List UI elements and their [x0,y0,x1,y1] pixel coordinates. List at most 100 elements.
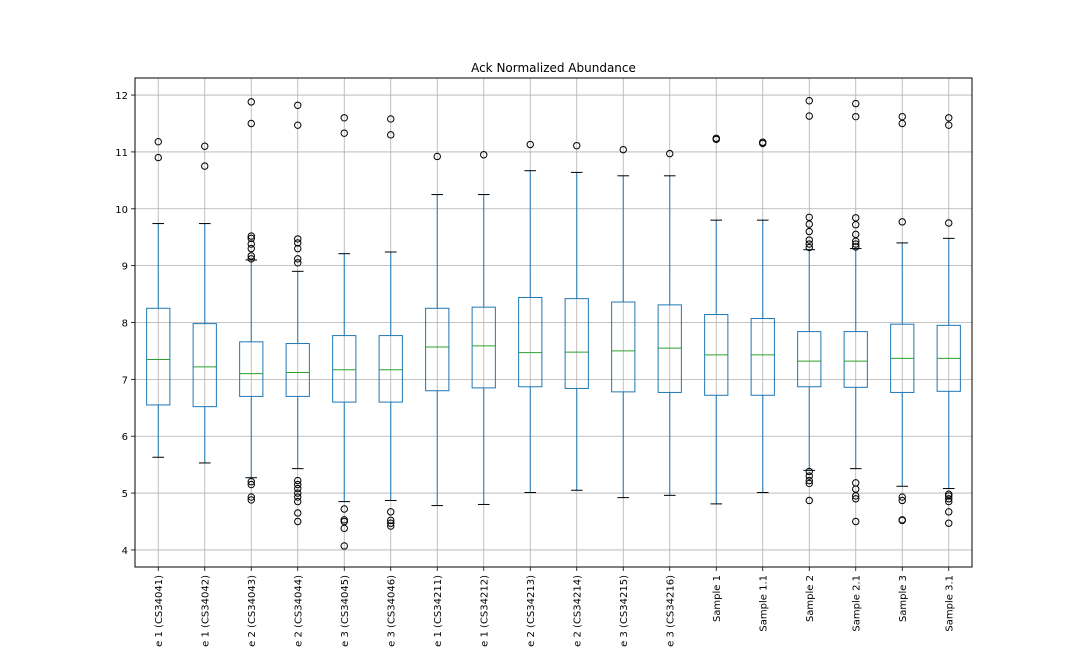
x-tick-label: Sample 3.1 [944,575,955,632]
box-group [797,97,822,505]
outlier-point [712,134,720,142]
outlier-point [294,239,302,247]
y-tick-label: 12 [115,91,128,102]
grid-layer [135,78,972,567]
outlier-point [340,516,348,524]
box-group [564,141,589,491]
outlier-point [805,496,813,505]
iqr-box [611,301,636,393]
outlier-point [805,476,813,485]
outlier-point [247,244,255,253]
outlier-point [898,112,906,121]
outlier-point [759,138,767,146]
outlier-point [294,476,302,485]
outlier-point [201,162,209,170]
outlier-point [573,141,581,150]
y-tick-label: 9 [122,262,128,273]
box-group [890,112,915,525]
outlier-point [387,522,395,530]
x-tick-label: Sample 1.1 [758,575,769,632]
outlier-point [387,516,395,525]
outlier-point [294,259,302,267]
outlier-point [340,542,348,550]
y-tick-label: 11 [115,148,128,159]
outlier-point [247,98,255,106]
box-group [192,142,217,464]
outlier-point [387,508,395,516]
x-tick-label: e 2 (CS34044) [293,575,304,647]
iqr-box [518,296,543,388]
box-group [704,134,729,505]
outlier-point [294,517,302,526]
outlier-point [805,243,813,252]
outlier-point [852,230,860,239]
iqr-box [425,307,450,392]
iqr-box [332,335,357,403]
x-tick-label: e 1 (CS34042) [200,575,211,647]
box-group [611,145,636,499]
outlier-point [294,480,302,489]
outlier-point [805,227,813,236]
outlier-point [852,479,860,487]
x-tick-label: Sample 1 [712,575,723,622]
outlier-point [805,213,813,222]
outlier-point [247,480,255,489]
y-tick-label: 8 [122,319,128,330]
x-tick-label: e 1 (CS34211) [433,575,444,647]
outlier-point [387,115,395,123]
iqr-box [239,341,264,397]
outlier-point [247,255,255,263]
iqr-box [285,343,310,397]
x-tick-label: e 3 (CS34215) [619,575,630,647]
outlier-point [247,232,255,240]
outlier-point [852,99,860,108]
outlier-point [294,489,302,497]
outlier-point [852,240,860,248]
outlier-point [805,112,813,120]
outlier-point [805,472,813,480]
outlier-point [805,236,813,244]
x-tick-label: e 3 (CS34046) [386,575,397,647]
outlier-point [898,516,906,524]
x-tick-label: Sample 3 [898,575,909,622]
x-tick-label: e 2 (CS34214) [572,575,583,647]
outlier-point [852,112,860,121]
outlier-point [852,517,860,526]
outlier-point [619,145,627,154]
x-tick-label: Sample 2 [805,575,816,622]
iqr-box [471,306,496,389]
x-tick-label: Sample 2.1 [851,575,862,632]
outlier-point [387,131,395,139]
iqr-box [657,304,682,393]
y-tick-label: 7 [122,375,128,386]
box-group [285,101,310,526]
outlier-point [945,497,953,506]
outlier-point [945,121,953,129]
outlier-point [294,493,302,501]
outlier-point [294,484,302,493]
box-group [332,114,357,550]
box-group [425,152,450,507]
outlier-point [480,151,488,159]
box-group [378,115,403,530]
outlier-point [294,255,302,263]
outlier-point [340,129,348,137]
outlier-point [247,478,255,486]
outlier-point [247,119,255,128]
outlier-point [294,497,302,506]
outlier-point [898,493,906,501]
iqr-box [843,331,868,388]
outlier-point [852,495,860,503]
outlier-point [247,252,255,260]
y-tick-label: 6 [122,432,128,443]
iqr-box [146,307,171,406]
outlier-point [805,97,813,105]
outlier-point [898,218,906,226]
y-tick-label: 4 [122,546,128,557]
box-group [471,151,496,505]
x-tick-label: e 2 (CS34213) [526,575,537,647]
x-tick-label: e 1 (CS34212) [479,575,490,647]
iqr-box [564,298,589,389]
outlier-point [294,121,302,129]
